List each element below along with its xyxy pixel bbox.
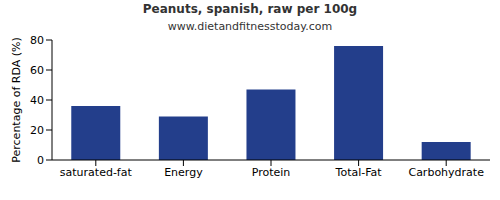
html-text:Peanuts, spanish, raw per 100g: Peanuts, spanish, raw per 100g xyxy=(142,2,358,16)
svg-text:Energy: Energy xyxy=(164,166,203,179)
svg-text:saturated-fat: saturated-fat xyxy=(60,166,133,179)
svg-text:Carbohydrate: Carbohydrate xyxy=(408,166,484,179)
svg-text:0: 0 xyxy=(37,154,44,167)
svg-text:20: 20 xyxy=(30,124,44,137)
svg-text:Total-Fat: Total-Fat xyxy=(335,166,383,179)
svg-text:Percentage of RDA (%): Percentage of RDA (%) xyxy=(10,37,23,162)
svg-text:80: 80 xyxy=(30,34,44,47)
svg-text:40: 40 xyxy=(30,94,44,107)
html-text:www.dietandfitnesstoday.com: www.dietandfitnesstoday.com xyxy=(167,20,333,33)
svg-text:60: 60 xyxy=(30,64,44,77)
svg-text:Protein: Protein xyxy=(252,166,291,179)
